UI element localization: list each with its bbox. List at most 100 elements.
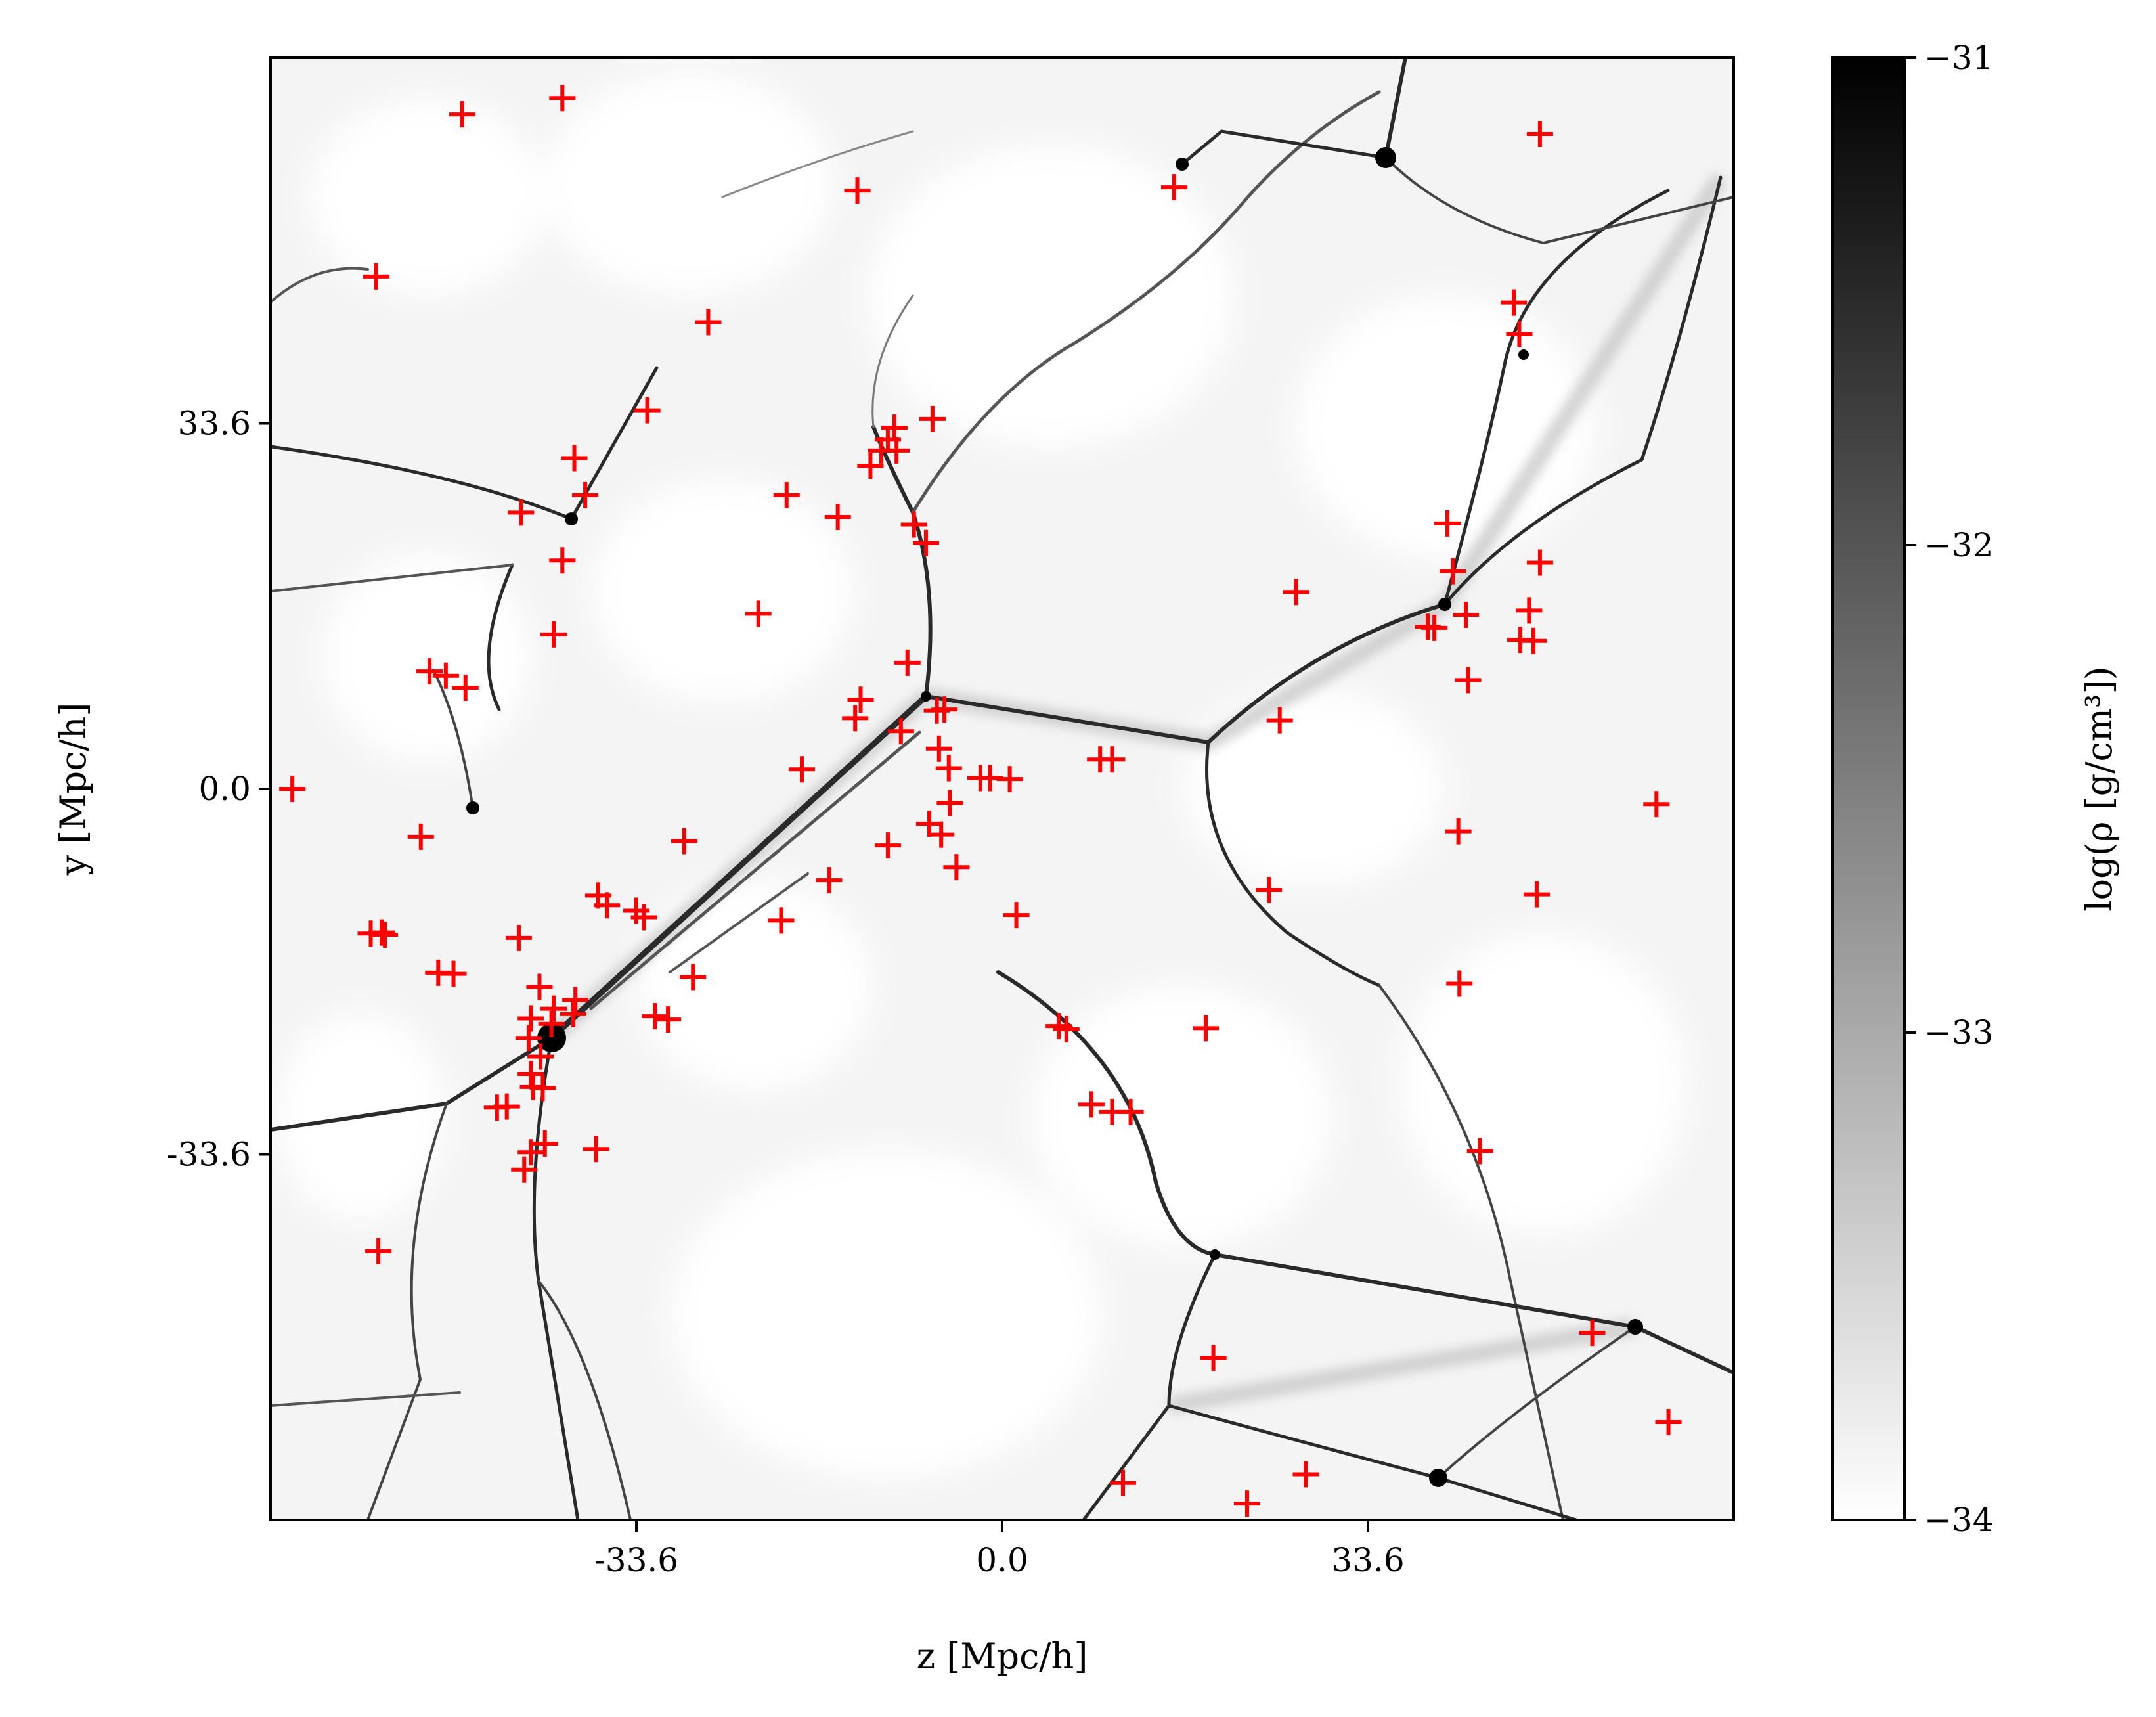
halo-marker (1045, 1013, 1072, 1040)
halo-marker (931, 696, 958, 723)
halo-marker (584, 882, 611, 909)
void-regions (276, 72, 1688, 1478)
halo-marker (561, 445, 588, 472)
halo-marker (1516, 597, 1543, 624)
colorbar-gradient (1832, 58, 1904, 1520)
halo-marker (996, 766, 1023, 793)
halo-marker (517, 1005, 544, 1032)
halo-marker (449, 101, 475, 128)
halo-marker (824, 503, 851, 530)
halo-markers (279, 85, 1682, 1517)
colorbar-tick-label: −32 (1924, 526, 1994, 564)
halo-marker (773, 481, 800, 508)
y-axis-ticks: -33.6 0.0 33.6 (167, 405, 271, 1174)
halo-marker (540, 621, 567, 648)
halo-marker (1266, 707, 1293, 734)
halo-marker (517, 1060, 544, 1087)
halo-marker (671, 828, 697, 855)
y-tick-label: -33.6 (167, 1136, 251, 1174)
halo-marker (1233, 1490, 1260, 1517)
halo-marker (1283, 579, 1309, 606)
halo-marker (517, 1139, 544, 1166)
x-tick-label: 33.6 (1331, 1541, 1404, 1579)
colorbar-label: log(ρ [g/cm³]) (2079, 666, 2120, 911)
density-map (271, 58, 1734, 1520)
halo-marker (847, 686, 874, 713)
halo-marker (416, 658, 443, 685)
halo-marker (1643, 791, 1670, 818)
halo-marker (540, 995, 567, 1022)
halo-marker (874, 832, 901, 859)
halo-marker (936, 790, 963, 816)
halo-marker (919, 405, 946, 432)
halo-marker (531, 1130, 558, 1157)
halo-marker (912, 529, 939, 556)
halo-marker (363, 263, 389, 290)
halo-marker (900, 511, 927, 538)
y-tick-label: 33.6 (178, 405, 251, 443)
colorbar-tick-label: −33 (1924, 1014, 1994, 1052)
colorbar-frame (1831, 56, 1906, 1521)
halo-nodes (466, 147, 1643, 1487)
halo-marker (1110, 1469, 1137, 1496)
halo-marker (527, 1043, 554, 1070)
halo-marker (365, 1238, 392, 1264)
halo-marker (1003, 902, 1030, 929)
halo-marker (508, 499, 535, 526)
halo-marker (943, 854, 970, 881)
halo-marker (1160, 174, 1187, 201)
halo-marker (1466, 1138, 1493, 1165)
halo-marker (881, 414, 908, 441)
y-axis-label: y [Mpc/h] (53, 703, 94, 876)
halo-marker (549, 547, 576, 574)
halo-marker (1440, 558, 1466, 585)
halo-marker (745, 600, 772, 627)
halo-marker (572, 481, 599, 508)
halo-marker (788, 756, 815, 783)
halo-marker (526, 973, 553, 1000)
halo-marker (642, 1003, 669, 1030)
halo-marker (1446, 970, 1473, 997)
halo-marker (887, 718, 914, 745)
halo-marker (630, 904, 657, 931)
halo-marker (634, 397, 661, 424)
halo-marker (925, 735, 952, 762)
halo-marker (440, 960, 467, 987)
halo-marker (1099, 746, 1126, 773)
halo-marker (511, 1156, 538, 1183)
halo-marker (1655, 1408, 1682, 1435)
halo-marker (1078, 1091, 1105, 1118)
filaments (271, 58, 1734, 1520)
halo-marker (515, 1025, 542, 1052)
halo-marker (768, 907, 795, 934)
halo-marker (1200, 1345, 1227, 1371)
halo-marker (560, 1000, 586, 1027)
halo-marker (1192, 1015, 1219, 1042)
halo-marker (1455, 667, 1482, 694)
halo-marker (1434, 510, 1461, 537)
halo-marker (935, 755, 962, 782)
halo-marker (883, 437, 910, 464)
halo-marker (1256, 877, 1283, 904)
colorbar-tick-label: −31 (1924, 39, 1994, 77)
halo-marker (529, 1075, 556, 1102)
halo-marker (816, 867, 843, 894)
halo-marker (452, 674, 479, 701)
halo-marker (844, 177, 871, 204)
halo-marker (1526, 120, 1553, 147)
halo-marker (1506, 321, 1533, 347)
colorbar: −34 −33 −32 −31 log(ρ [g/cm³]) (1831, 39, 2120, 1539)
halo-marker (1507, 627, 1534, 654)
halo-marker (1523, 881, 1550, 908)
x-tick-label: 0.0 (976, 1541, 1028, 1579)
halo-marker (915, 811, 942, 837)
halo-marker (1117, 1098, 1144, 1125)
colorbar-ticks: −34 −33 −32 −31 (1904, 39, 1994, 1539)
halo-marker (655, 1006, 682, 1033)
halo-marker (505, 924, 532, 951)
halo-marker (1453, 602, 1480, 628)
halo-marker (562, 987, 589, 1014)
halo-marker (483, 1094, 510, 1121)
halo-marker (583, 1136, 609, 1163)
